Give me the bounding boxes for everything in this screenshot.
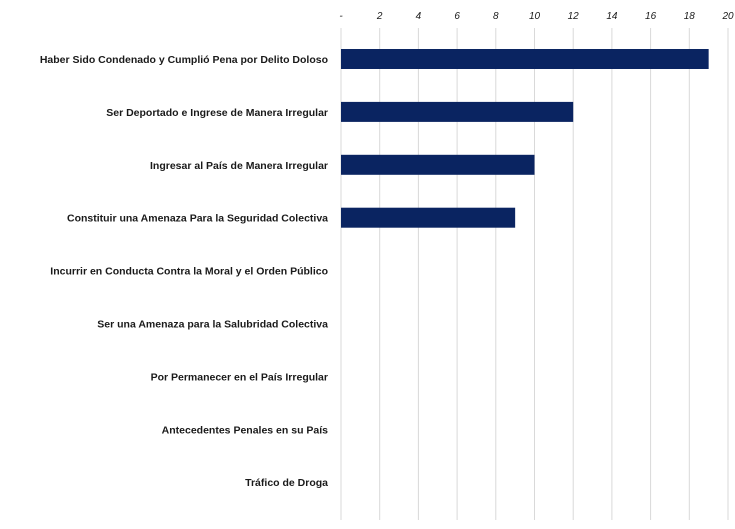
x-tick-label: 4 [416,11,422,22]
x-tick-label: 12 [568,11,580,22]
bar [341,207,516,228]
category-label: Incurrir en Conducta Contra la Moral y e… [50,266,328,278]
category-label: Ingresar al País de Manera Irregular [150,160,328,172]
bars [341,49,709,228]
category-label: Antecedentes Penales en su País [162,424,328,436]
x-tick-label: 14 [606,11,618,22]
x-tick-label: 6 [454,11,460,22]
category-label: Ser una Amenaza para la Salubridad Colec… [97,319,328,331]
category-labels: Haber Sido Condenado y Cumplió Pena por … [40,54,328,489]
category-label: Tráfico de Droga [245,477,328,489]
x-axis-ticks: - 2 4 6 8 10 12 14 16 18 20 [339,11,734,22]
category-label: Haber Sido Condenado y Cumplió Pena por … [40,54,328,66]
category-label: Por Permanecer en el País Irregular [151,371,328,383]
x-tick-label: 18 [684,11,696,22]
x-tick-label: - [339,11,343,22]
gridlines [340,28,729,520]
x-tick-label: 16 [645,11,657,22]
bar [341,101,574,122]
bar [341,154,535,175]
x-tick-label: 10 [529,11,541,22]
category-label: Ser Deportado e Ingrese de Manera Irregu… [106,107,328,119]
x-tick-label: 8 [493,11,499,22]
x-tick-label: 2 [376,11,383,22]
x-tick-label: 20 [721,11,734,22]
bar [341,49,709,69]
category-label: Constituir una Amenaza Para la Seguridad… [67,213,328,225]
